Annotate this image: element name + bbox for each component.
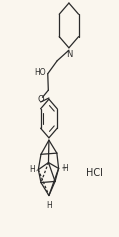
Text: N: N xyxy=(66,50,72,59)
Text: HCl: HCl xyxy=(86,168,103,178)
Text: H: H xyxy=(29,165,35,174)
Text: O: O xyxy=(37,95,44,104)
Text: HO: HO xyxy=(34,68,46,77)
Text: H: H xyxy=(62,164,68,173)
Text: H: H xyxy=(46,201,52,210)
Text: ''': ''' xyxy=(61,166,67,171)
Text: ,.: ,. xyxy=(35,167,39,172)
